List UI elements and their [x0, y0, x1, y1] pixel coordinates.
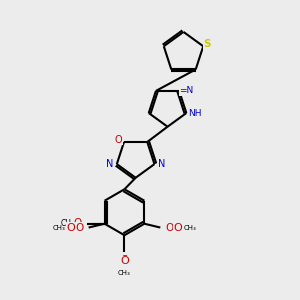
Text: O: O	[173, 223, 182, 232]
Text: O: O	[74, 218, 82, 228]
Text: CH₃: CH₃	[52, 225, 65, 231]
Text: N: N	[106, 159, 113, 169]
Text: S: S	[203, 39, 211, 49]
Text: O: O	[120, 256, 129, 266]
Text: O: O	[76, 223, 84, 232]
Text: CH₃: CH₃	[184, 225, 196, 231]
Text: O: O	[73, 219, 81, 229]
Text: O: O	[165, 223, 173, 232]
Text: CH₃: CH₃	[60, 219, 74, 228]
Text: CH₃: CH₃	[118, 270, 131, 276]
Text: =N: =N	[179, 86, 193, 95]
Text: O: O	[67, 223, 75, 232]
Text: NH: NH	[189, 109, 202, 118]
Text: O: O	[120, 255, 129, 265]
Text: O: O	[115, 135, 122, 145]
Text: N: N	[158, 159, 165, 169]
